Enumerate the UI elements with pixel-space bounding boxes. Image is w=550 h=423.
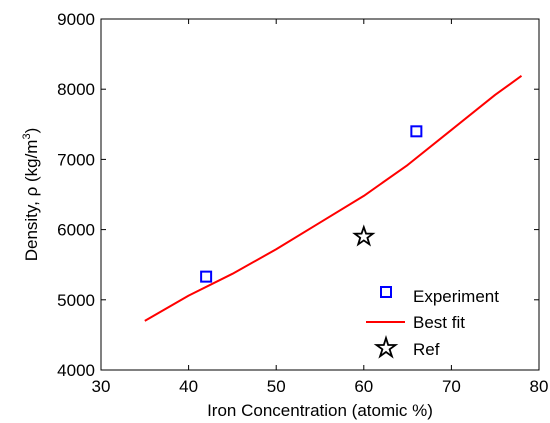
- plot-marks: [200, 125, 423, 283]
- x-axis-ticks: 30 40 50 60 70 80: [92, 19, 549, 396]
- legend-label-best-fit: Best fit: [413, 313, 465, 332]
- y-axis-title-unit-close: ): [22, 128, 41, 134]
- x-tick-label: 70: [442, 377, 461, 396]
- legend-label-ref: Ref: [413, 340, 440, 359]
- y-axis-title-symbol: ρ: [22, 187, 41, 197]
- legend-label-experiment: Experiment: [413, 287, 499, 306]
- y-axis-ticks: 4000 5000 6000 7000 8000 9000: [57, 10, 539, 380]
- legend-marker-ref: [373, 334, 399, 359]
- data-point-experiment: [410, 125, 423, 138]
- data-point-ref: [352, 224, 376, 247]
- x-tick-label: 60: [354, 377, 373, 396]
- legend: Experiment Best fit Ref: [366, 286, 499, 359]
- plot-lines: [144, 75, 523, 322]
- y-tick-label: 5000: [57, 291, 95, 310]
- x-axis-title: Iron Concentration (atomic %): [207, 401, 433, 420]
- y-axis-title: Density, ρ (kg/m3): [21, 128, 41, 262]
- y-tick-label: 4000: [57, 361, 95, 380]
- legend-marker-experiment: [380, 286, 392, 298]
- data-point-experiment: [200, 270, 213, 283]
- y-axis-title-unit-open: (kg/m: [22, 140, 41, 187]
- x-tick-label: 40: [179, 377, 198, 396]
- x-tick-label: 50: [267, 377, 286, 396]
- y-axis-title-unit-sup: 3: [21, 133, 33, 139]
- series-line-best-fit: [144, 75, 523, 322]
- axes-box: [100, 18, 540, 371]
- y-tick-label: 7000: [57, 150, 95, 169]
- y-tick-label: 8000: [57, 80, 95, 99]
- x-tick-label: 80: [530, 377, 549, 396]
- y-axis-title-main: Density,: [22, 196, 41, 261]
- x-tick-label: 30: [92, 377, 111, 396]
- y-tick-label: 9000: [57, 10, 95, 29]
- y-tick-label: 6000: [57, 221, 95, 240]
